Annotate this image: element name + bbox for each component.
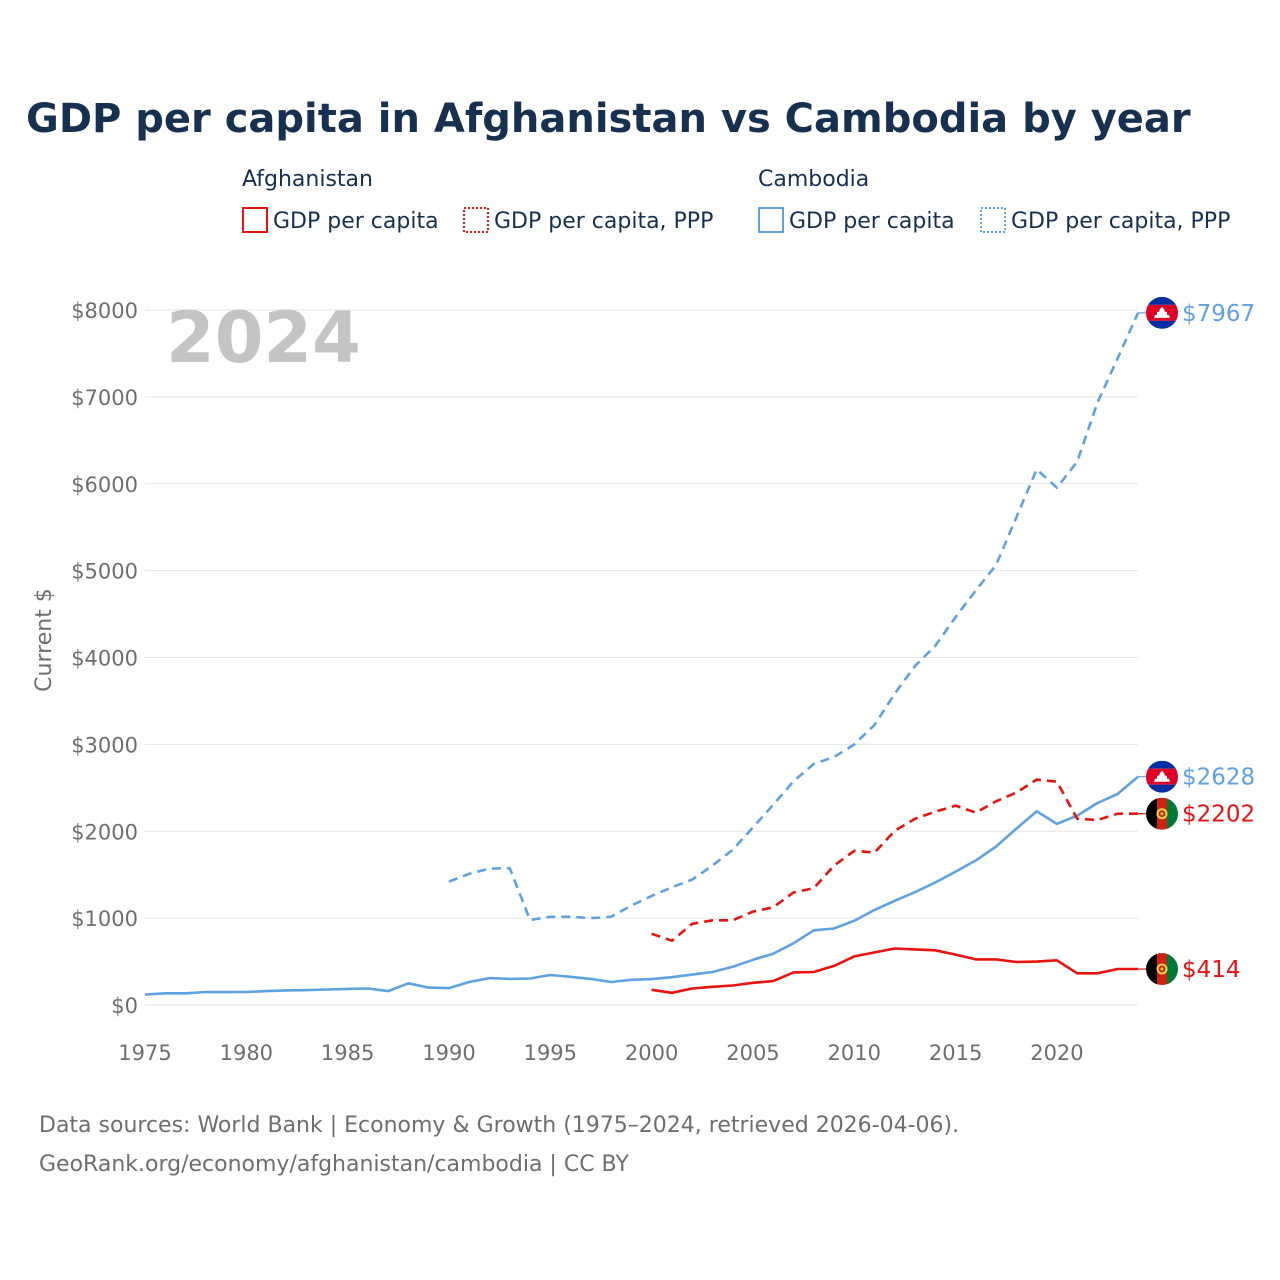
end-markers: $7967 $2628 $2202 $414 [1138,296,1255,986]
y-tick-label: $1000 [71,907,138,931]
legend-label-cambodia-ppp[interactable]: GDP per capita, PPP [1011,209,1230,234]
legend-label-cambodia-gdp[interactable]: GDP per capita [789,209,955,234]
y-tick-label: $6000 [71,473,138,497]
series-line-cambodia-gdp[interactable] [144,775,1139,996]
series-line-afghanistan-gdp-ppp[interactable] [651,778,1138,942]
x-tick-label: 2000 [625,1041,678,1065]
x-tick-label: 2005 [726,1041,779,1065]
legend-heading-afghanistan: Afghanistan [242,167,373,192]
source-line-2[interactable]: GeoRank.org/economy/afghanistan/cambodia… [39,1152,629,1177]
y-axis-label: Current $ [32,588,57,692]
legend-swatch-afghanistan-ppp[interactable] [463,207,489,233]
legend-swatch-cambodia-ppp[interactable] [980,207,1006,233]
y-tick-label: $4000 [71,647,138,671]
x-axis-ticks: 1975 1980 1985 1990 1995 2000 2005 2010 2015 2020 [118,1041,1083,1065]
y-tick-label: $0 [111,994,138,1018]
x-tick-label: 2010 [828,1041,881,1065]
y-tick-label: $2000 [71,820,138,844]
chart-title: GDP per capita in Afghanistan vs Cambodi… [26,96,1191,142]
source-line-1: Data sources: World Bank | Economy & Gro… [39,1113,959,1138]
legend-label-afghanistan-ppp[interactable]: GDP per capita, PPP [494,209,713,234]
y-tick-label: $7000 [71,386,138,410]
legend-heading-cambodia: Cambodia [758,167,869,192]
grid [145,309,1138,1006]
year-watermark: 2024 [166,297,361,379]
series-line-afghanistan-gdp[interactable] [651,947,1138,995]
legend: Afghanistan GDP per capita GDP per capit… [242,167,1230,234]
legend-swatch-cambodia-gdp[interactable] [758,207,784,233]
x-tick-label: 2015 [929,1041,982,1065]
end-value-label: $414 [1182,957,1241,983]
y-tick-label: $3000 [71,733,138,757]
legend-swatch-afghanistan-gdp[interactable] [242,207,268,233]
y-tick-label: $5000 [71,560,138,584]
y-tick-label: $8000 [71,299,138,323]
x-tick-label: 1990 [422,1041,475,1065]
x-tick-label: 1995 [524,1041,577,1065]
x-tick-label: 2020 [1030,1041,1083,1065]
end-value-label: $2628 [1182,765,1255,791]
afghanistan-flag-icon [1146,797,1178,830]
legend-label-afghanistan-gdp[interactable]: GDP per capita [273,209,439,234]
end-value-label: $2202 [1182,802,1255,828]
x-tick-label: 1975 [118,1041,171,1065]
afghanistan-flag-icon [1146,953,1178,986]
series-line-cambodia-gdp-ppp[interactable] [448,312,1140,922]
cambodia-flag-icon [1146,296,1178,329]
x-tick-label: 1980 [220,1041,273,1065]
x-tick-label: 1985 [321,1041,374,1065]
cambodia-flag-icon [1146,760,1178,793]
y-axis-ticks: $0 $1000 $2000 $3000 $4000 $5000 $6000 $7000 $80… [71,299,138,1018]
series-lines [144,312,1140,996]
end-value-label: $7967 [1182,301,1255,327]
